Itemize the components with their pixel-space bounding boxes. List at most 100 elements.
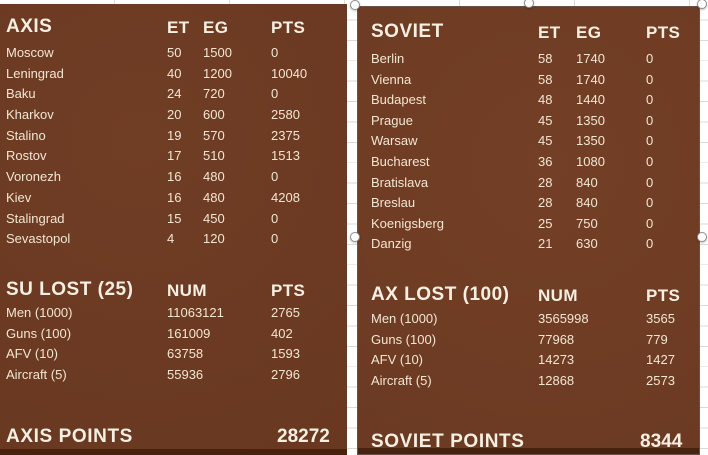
table-row: Kharkov 20 600 2580 (0, 107, 347, 128)
panel-title: AXIS (6, 16, 53, 37)
loss-pts-value: 1593 (271, 346, 300, 362)
selection-handle-middle-right[interactable] (697, 232, 707, 242)
loss-table: Men (1000) 3565998 3565 Guns (100) 77968… (358, 311, 699, 393)
city-et-value: 45 (538, 112, 553, 128)
loss-num-value: 14273 (538, 352, 575, 368)
table-row: Aircraft (5) 55936 2796 (0, 367, 347, 388)
table-row: Stalino 19 570 2375 (0, 128, 347, 149)
city-pts-value: 0 (271, 45, 279, 60)
column-header-pts: PTS (271, 18, 306, 37)
loss-column-header-num: NUM (167, 281, 207, 300)
city-pts-value: 0 (646, 174, 654, 190)
loss-num-value: 77968 (538, 331, 575, 347)
city-name: Leningrad (6, 65, 64, 81)
loss-pts-value: 402 (271, 325, 293, 341)
table-row: Guns (100) 77968 779 (358, 332, 699, 353)
city-name: Vienna (371, 71, 412, 87)
city-pts-value: 0 (646, 195, 654, 211)
city-eg-value: 840 (576, 174, 598, 190)
table-row: Berlin 58 1740 0 (358, 51, 699, 72)
city-eg-value: 600 (203, 107, 225, 123)
city-name: Breslau (371, 195, 416, 211)
city-et-value: 28 (538, 195, 553, 211)
table-row: Sevastopol 4 120 0 (0, 231, 347, 252)
selection-handle-middle-left[interactable] (350, 232, 360, 242)
total-points-label: AXIS POINTS (6, 426, 133, 447)
city-eg-value: 570 (203, 127, 225, 143)
loss-pts-value: 2573 (646, 372, 675, 388)
loss-table: Men (1000) 11063121 2765 Guns (100) 1610… (0, 305, 347, 388)
table-row: Kiev 16 480 4208 (0, 190, 347, 211)
city-et-value: 28 (538, 174, 553, 190)
city-et-value: 16 (167, 169, 182, 185)
city-et-value: 20 (167, 107, 182, 123)
city-eg-value: 720 (203, 86, 225, 102)
city-et-value: 19 (167, 127, 182, 143)
city-eg-value: 120 (203, 231, 225, 247)
table-row: Baku 24 720 0 (0, 86, 347, 107)
city-pts-value: 0 (646, 112, 654, 128)
city-name: Budapest (371, 92, 426, 108)
loss-category: Men (1000) (371, 311, 438, 326)
loss-section-title: SU LOST (25) (6, 279, 134, 300)
city-eg-value: 480 (203, 189, 225, 205)
loss-column-header-pts: PTS (646, 286, 681, 305)
city-table: Moscow 50 1500 0 Leningrad 40 1200 10040… (0, 45, 347, 252)
axis-stats-panel[interactable]: AXIS ET EG PTS Moscow 50 1500 0 Leningra… (0, 4, 347, 455)
selection-handle-top-right[interactable] (697, 0, 707, 9)
soviet-stats-panel[interactable]: SOVIET ET EG PTS Berlin 58 1740 0 Vienna… (357, 6, 700, 455)
loss-num-value: 63758 (167, 346, 204, 362)
city-pts-value: 0 (646, 51, 654, 66)
city-pts-value: 2375 (271, 127, 300, 143)
total-points-value: 8344 (640, 431, 683, 452)
table-row: Rostov 17 510 1513 (0, 148, 347, 169)
city-pts-value: 0 (646, 71, 654, 87)
city-pts-value: 0 (646, 153, 654, 169)
table-row: Breslau 28 840 0 (358, 195, 699, 216)
table-row: Moscow 50 1500 0 (0, 45, 347, 66)
column-header-eg: EG (203, 18, 229, 37)
city-pts-value: 0 (271, 210, 279, 226)
table-row: Budapest 48 1440 0 (358, 92, 699, 113)
city-name: Moscow (6, 45, 54, 60)
city-eg-value: 750 (576, 215, 598, 231)
city-name: Bratislava (371, 174, 429, 190)
column-header-pts: PTS (646, 23, 681, 42)
city-et-value: 45 (538, 133, 553, 149)
total-points-label: SOVIET POINTS (371, 431, 525, 452)
table-row: Leningrad 40 1200 10040 (0, 66, 347, 87)
city-pts-value: 1513 (271, 148, 300, 164)
city-pts-value: 0 (271, 231, 279, 247)
selection-handle-top-center[interactable] (524, 0, 534, 8)
city-eg-value: 1740 (576, 51, 605, 66)
table-row: Danzig 21 630 0 (358, 236, 699, 257)
city-et-value: 24 (167, 86, 182, 102)
city-pts-value: 10040 (271, 65, 308, 81)
column-header-eg: EG (576, 23, 602, 42)
city-pts-value: 0 (271, 169, 279, 185)
city-pts-value: 0 (646, 92, 654, 108)
loss-category: Men (1000) (6, 305, 73, 320)
city-et-value: 17 (167, 148, 182, 164)
loss-category: Aircraft (5) (371, 372, 432, 388)
table-row: Bratislava 28 840 0 (358, 175, 699, 196)
city-et-value: 50 (167, 45, 182, 60)
city-pts-value: 0 (646, 215, 654, 231)
column-header-et: ET (538, 23, 561, 42)
city-name: Koenigsberg (371, 215, 444, 231)
loss-pts-value: 2765 (271, 305, 300, 320)
city-name: Danzig (371, 236, 412, 252)
total-points-value: 28272 (277, 426, 330, 447)
city-eg-value: 1440 (576, 92, 605, 108)
loss-pts-value: 3565 (646, 311, 675, 326)
loss-category: AFV (10) (6, 346, 59, 362)
city-pts-value: 2580 (271, 107, 300, 123)
city-name: Prague (371, 112, 413, 128)
loss-column-header-pts: PTS (271, 281, 306, 300)
loss-pts-value: 1427 (646, 352, 675, 368)
table-row: Men (1000) 11063121 2765 (0, 305, 347, 326)
city-et-value: 40 (167, 65, 182, 81)
selection-handle-top-left[interactable] (350, 0, 360, 10)
city-name: Warsaw (371, 133, 418, 149)
loss-num-value: 161009 (167, 325, 211, 341)
